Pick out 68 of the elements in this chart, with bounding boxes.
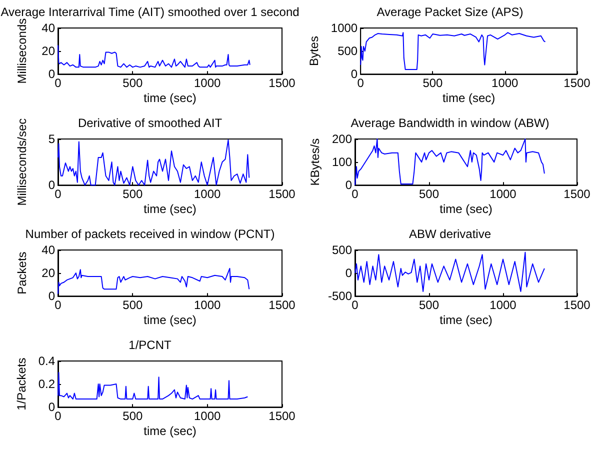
x-tick-label: 1000 bbox=[490, 298, 517, 312]
y-tick-label: 100 bbox=[332, 155, 352, 170]
x-tick-label: 1500 bbox=[268, 409, 296, 424]
x-axis-title: time (sec) bbox=[144, 91, 196, 106]
line-series bbox=[354, 252, 545, 292]
x-axis-title: time (sec) bbox=[144, 202, 196, 216]
y-axis-title: Packets bbox=[15, 252, 29, 294]
line-series bbox=[360, 32, 546, 70]
y-axis-title: Milliseconds bbox=[15, 18, 29, 84]
x-axis-title: time (sec) bbox=[144, 313, 196, 328]
x-tick-label: 500 bbox=[122, 298, 143, 312]
x-tick-label: 1000 bbox=[492, 76, 519, 90]
y-tick-label: 0 bbox=[48, 178, 56, 192]
chart-title: ABW derivative bbox=[408, 227, 492, 241]
y-tick-label: 500 bbox=[332, 243, 352, 257]
y-tick-label: 0 bbox=[345, 266, 352, 280]
x-axis-title: time (sec) bbox=[144, 424, 196, 438]
line-series bbox=[58, 372, 248, 400]
x-tick-label: 1000 bbox=[194, 409, 222, 424]
y-tick-label: 0.4 bbox=[38, 354, 56, 368]
line-series bbox=[354, 138, 545, 186]
chart-title: Average Bandwidth in window (ABW) bbox=[350, 116, 550, 130]
x-tick-label: 1500 bbox=[564, 76, 591, 90]
chart-title: Derivative of smoothed AIT bbox=[78, 116, 223, 130]
y-tick-label: 20 bbox=[42, 44, 56, 58]
x-axis-title: time (sec) bbox=[440, 313, 492, 328]
line-series bbox=[58, 268, 250, 294]
y-tick-label: 500 bbox=[338, 44, 358, 58]
x-tick-label: 1000 bbox=[194, 187, 222, 202]
y-tick-label: 0 bbox=[350, 67, 358, 82]
y-tick-label: 200 bbox=[332, 132, 352, 146]
x-tick-label: 1000 bbox=[194, 298, 222, 312]
y-axis-title: Milliseconds/sec bbox=[15, 118, 29, 206]
x-tick-label: 1500 bbox=[564, 298, 591, 312]
x-tick-label: 1000 bbox=[490, 187, 517, 202]
chart-title: Average Interarrival Time (AIT) smoothed over 1 second bbox=[0, 5, 300, 19]
x-tick-label: 1500 bbox=[268, 76, 296, 90]
x-tick-label: 1500 bbox=[268, 187, 296, 202]
y-tick-label: 0 bbox=[48, 67, 56, 82]
y-tick-label: 0 bbox=[48, 289, 56, 304]
x-tick-label: 1500 bbox=[268, 298, 296, 312]
x-tick-label: 500 bbox=[422, 76, 444, 90]
x-tick-label: 500 bbox=[122, 409, 143, 424]
line-series bbox=[58, 44, 250, 68]
x-tick-label: 500 bbox=[122, 76, 143, 90]
x-axis-title: time (sec) bbox=[440, 202, 492, 216]
x-tick-label: 1000 bbox=[194, 76, 222, 90]
y-tick-label: 0.2 bbox=[38, 377, 56, 392]
y-axis-title: KBytes/s bbox=[308, 138, 322, 186]
x-tick-label: 1500 bbox=[564, 187, 591, 202]
x-tick-label: 500 bbox=[418, 298, 440, 312]
y-tick-label: 40 bbox=[42, 21, 56, 35]
x-tick-label: 500 bbox=[418, 187, 440, 202]
chart-title: Average Packet Size (APS) bbox=[376, 5, 524, 19]
y-tick-label: -500 bbox=[328, 289, 352, 304]
y-tick-label: 40 bbox=[42, 243, 56, 257]
x-axis-title: time (sec) bbox=[442, 91, 496, 106]
y-tick-label: 20 bbox=[42, 266, 56, 280]
y-axis-title: 1/Packets bbox=[14, 358, 28, 410]
line-series bbox=[58, 139, 250, 186]
y-tick-label: 1000 bbox=[330, 21, 358, 35]
x-tick-label: 500 bbox=[122, 187, 143, 202]
y-tick-label: 0 bbox=[48, 400, 56, 414]
y-axis-title: Bytes bbox=[307, 36, 321, 66]
y-tick-label: 5 bbox=[48, 132, 56, 146]
chart-title: Number of packets received in window (PCNT) bbox=[25, 227, 275, 241]
chart-title: 1/PCNT bbox=[128, 338, 172, 352]
y-tick-label: 0 bbox=[345, 178, 352, 192]
